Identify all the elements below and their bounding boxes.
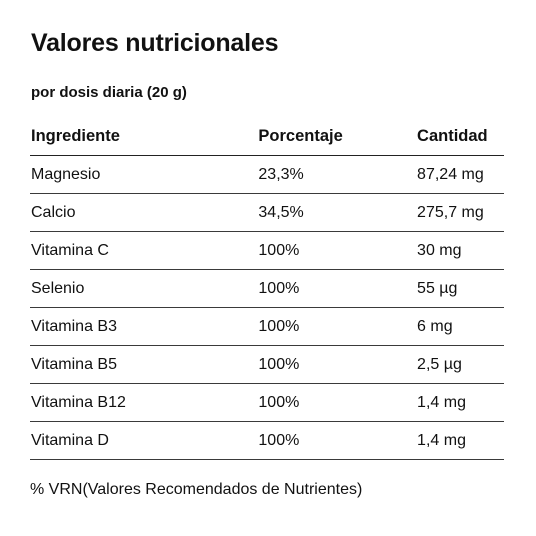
cell-amount: 2,5 µg (417, 345, 504, 384)
cell-percentage: 34,5% (258, 193, 418, 232)
cell-percentage: 23,3% (258, 155, 418, 194)
table-header-row: Ingrediente Porcentaje Cantidad (30, 118, 504, 156)
cell-percentage: 100% (258, 231, 418, 270)
header-porcentaje: Porcentaje (258, 118, 418, 156)
cell-percentage: 100% (258, 345, 418, 384)
cell-ingredient: Vitamina D (30, 421, 259, 460)
cell-ingredient: Vitamina C (30, 231, 259, 270)
cell-ingredient: Selenio (30, 269, 259, 308)
cell-amount: 87,24 mg (417, 155, 504, 194)
cell-percentage: 100% (258, 307, 418, 346)
table-row: Vitamina B5 100% 2,5 µg (30, 345, 504, 384)
cell-percentage: 100% (258, 269, 418, 308)
cell-ingredient: Magnesio (30, 155, 259, 194)
table-row: Vitamina C 100% 30 mg (30, 231, 504, 270)
cell-amount: 30 mg (417, 231, 504, 270)
cell-amount: 1,4 mg (417, 383, 504, 422)
cell-amount: 6 mg (417, 307, 504, 346)
nutrition-table: Ingrediente Porcentaje Cantidad Magnesio… (30, 118, 504, 460)
table-row: Magnesio 23,3% 87,24 mg (30, 155, 504, 194)
header-ingrediente: Ingrediente (30, 118, 259, 156)
cell-ingredient: Vitamina B12 (30, 383, 259, 422)
page-title: Valores nutricionales (31, 29, 279, 57)
table-row: Calcio 34,5% 275,7 mg (30, 193, 504, 232)
cell-amount: 55 µg (417, 269, 504, 308)
cell-ingredient: Calcio (30, 193, 259, 232)
cell-percentage: 100% (258, 421, 418, 460)
table-row: Vitamina B12 100% 1,4 mg (30, 383, 504, 422)
cell-percentage: 100% (258, 383, 418, 422)
table-row: Vitamina D 100% 1,4 mg (30, 421, 504, 460)
cell-amount: 1,4 mg (417, 421, 504, 460)
table-row: Vitamina B3 100% 6 mg (30, 307, 504, 346)
header-cantidad: Cantidad (417, 118, 504, 156)
cell-amount: 275,7 mg (417, 193, 504, 232)
footnote: % VRN(Valores Recomendados de Nutrientes… (30, 481, 363, 498)
cell-ingredient: Vitamina B5 (30, 345, 259, 384)
page-subtitle: por dosis diaria (20 g) (31, 84, 187, 101)
table-row: Selenio 100% 55 µg (30, 269, 504, 308)
cell-ingredient: Vitamina B3 (30, 307, 259, 346)
